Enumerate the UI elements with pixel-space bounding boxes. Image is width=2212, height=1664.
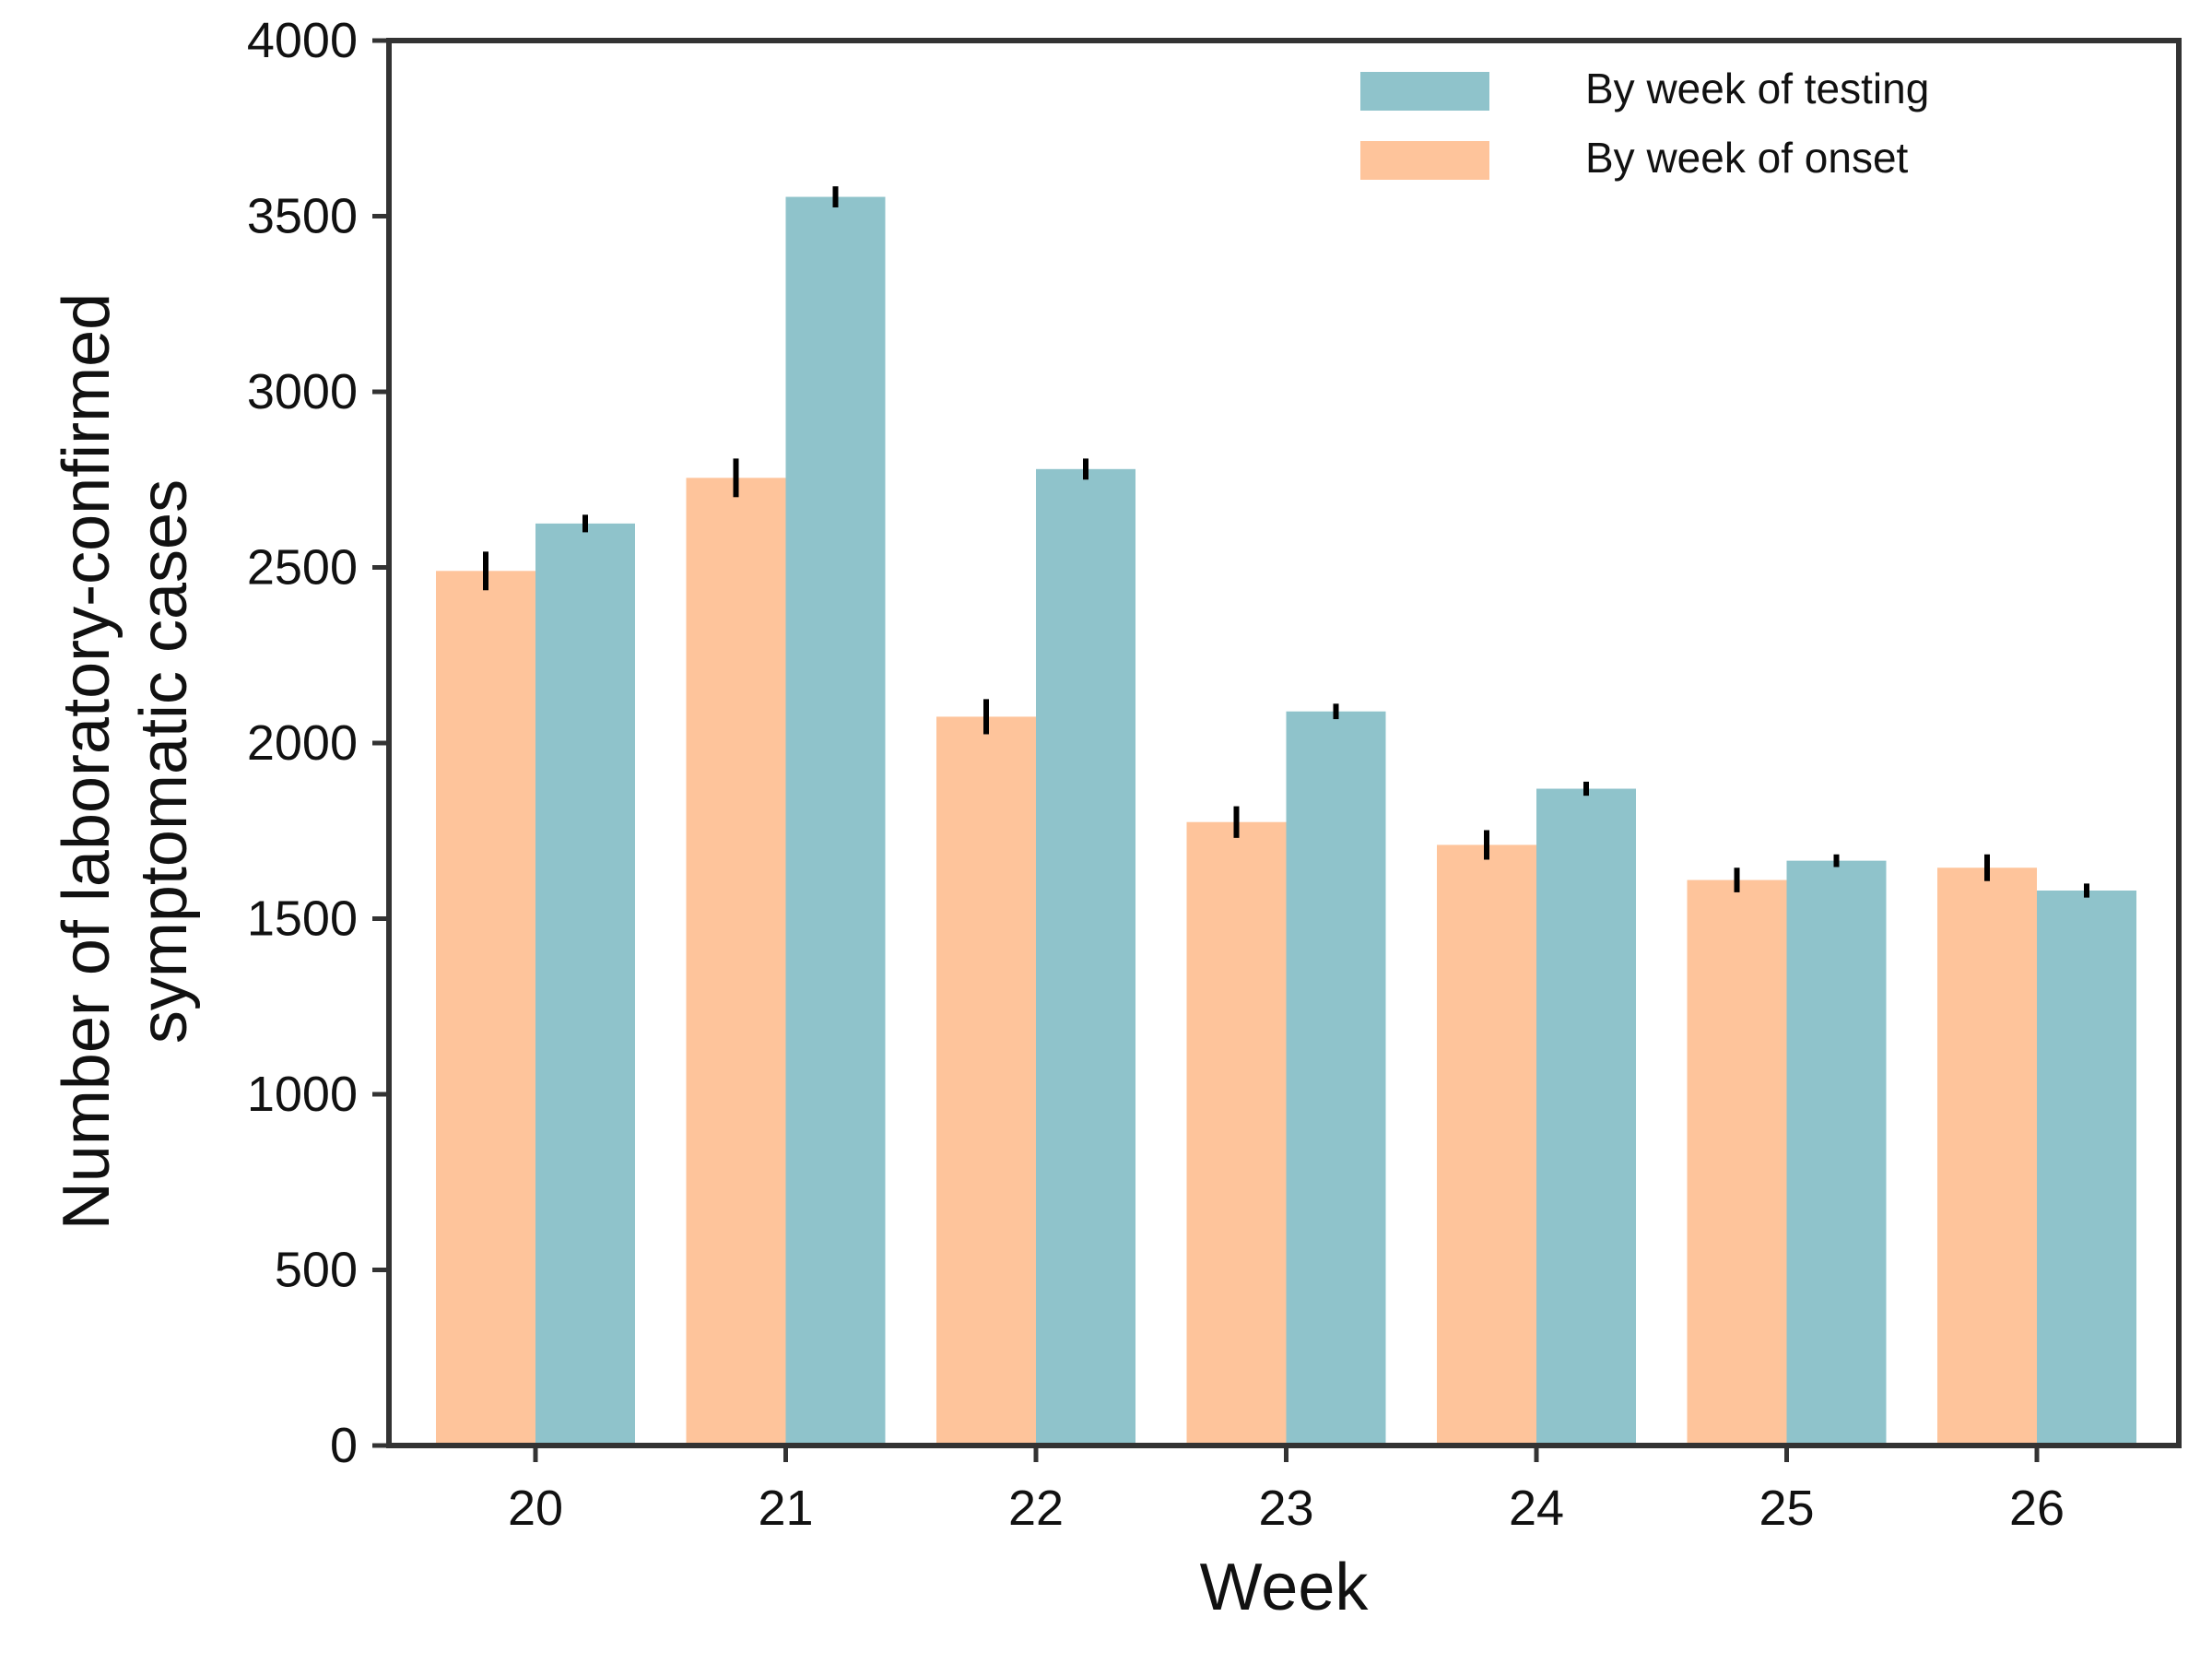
legend: By week of testing By week of onset <box>1360 65 1929 182</box>
legend-swatch-testing <box>1360 72 1489 111</box>
bar-onset-week-21 <box>686 478 786 1446</box>
x-tick-label: 25 <box>1759 1481 1814 1536</box>
y-axis: 0 500 1000 1500 2000 2500 3000 3500 4000 <box>247 13 389 1473</box>
legend-swatch-onset <box>1360 141 1489 180</box>
bar-testing-week-24 <box>1536 788 1636 1446</box>
y-axis-title: Number of laboratory-confirmedsymptomati… <box>50 293 201 1230</box>
bar-testing-week-21 <box>785 196 886 1446</box>
y-tick-label: 500 <box>275 1243 358 1298</box>
bar-onset-week-25 <box>1687 879 1787 1446</box>
bar-testing-week-23 <box>1286 711 1386 1446</box>
y-tick-label: 1500 <box>247 891 358 947</box>
bar-onset-week-26 <box>1937 867 2037 1446</box>
y-axis-title-line: Number of laboratory-confirmed <box>50 293 124 1230</box>
y-tick-label: 1000 <box>247 1067 358 1122</box>
bar-testing-week-22 <box>1036 468 1135 1446</box>
bar-onset-week-20 <box>436 571 535 1446</box>
bar-testing-week-26 <box>2037 891 2136 1446</box>
y-tick-label: 2500 <box>247 540 358 596</box>
y-tick-label: 4000 <box>247 13 358 68</box>
legend-label-onset: By week of onset <box>1585 134 1909 182</box>
x-tick-label: 21 <box>758 1481 813 1536</box>
bar-testing-week-25 <box>1786 860 1887 1446</box>
x-axis-title: Week <box>1200 1551 1370 1624</box>
x-tick-label: 22 <box>1008 1481 1064 1536</box>
legend-label-testing: By week of testing <box>1585 65 1929 112</box>
x-tick-label: 23 <box>1258 1481 1313 1536</box>
bar-testing-week-20 <box>535 523 635 1446</box>
y-tick-label: 3500 <box>247 189 358 244</box>
bar-onset-week-23 <box>1186 821 1287 1446</box>
y-axis-title-line: symptomatic cases <box>127 479 201 1044</box>
x-tick-label: 20 <box>508 1481 563 1536</box>
y-tick-label: 2000 <box>247 715 358 771</box>
error-bars-layer <box>483 186 2089 898</box>
bar-onset-week-22 <box>936 716 1036 1446</box>
x-axis: 20 21 22 23 24 25 26 <box>508 1446 2065 1536</box>
y-tick-label: 3000 <box>247 364 358 419</box>
x-tick-label: 26 <box>2009 1481 2065 1536</box>
y-tick-label: 0 <box>330 1418 358 1473</box>
bar-onset-week-24 <box>1437 844 1536 1446</box>
x-tick-label: 24 <box>1509 1481 1564 1536</box>
bars-layer <box>436 196 2136 1446</box>
